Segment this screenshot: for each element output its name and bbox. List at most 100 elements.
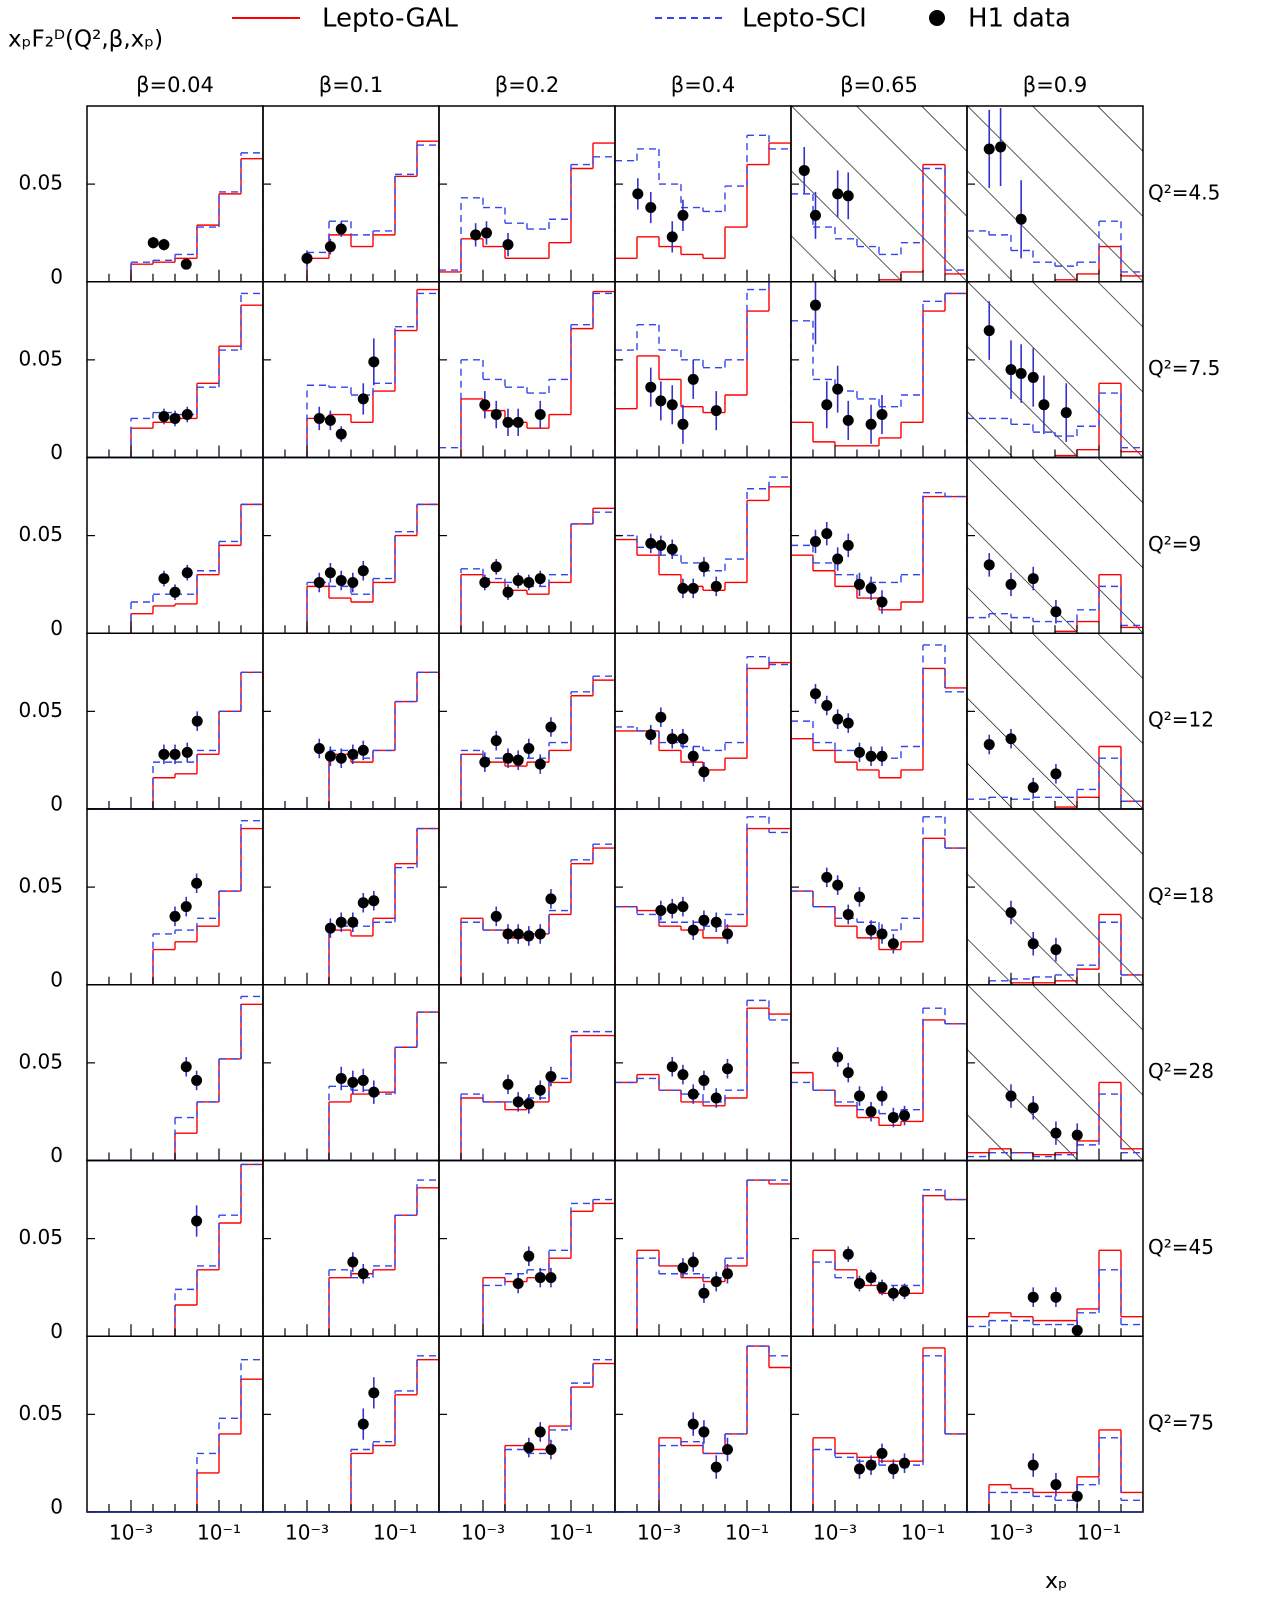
panel-frame — [262, 105, 440, 283]
data-point — [324, 922, 336, 934]
plot-area — [967, 1429, 1143, 1512]
y-tick-label: 0.05 — [18, 1225, 63, 1249]
data-point — [357, 1074, 369, 1086]
data-point — [169, 748, 181, 760]
data-point — [687, 1088, 699, 1100]
data-point — [1027, 1291, 1039, 1303]
panel-frame — [614, 456, 792, 634]
x-tick-label: 10⁻¹ — [725, 1521, 769, 1545]
data-point — [181, 409, 193, 421]
data-point — [169, 586, 181, 598]
panel — [262, 1159, 440, 1337]
data-point — [512, 1278, 524, 1290]
data-point — [853, 746, 865, 758]
data-point — [655, 395, 667, 407]
data-point — [368, 895, 380, 907]
x-tick-label: 10⁻³ — [109, 1521, 153, 1545]
data-point — [876, 409, 888, 421]
column-title: β=0.04 — [136, 73, 214, 97]
data-point — [853, 578, 865, 590]
data-point — [1050, 1127, 1062, 1139]
data-point — [357, 565, 369, 577]
panel — [966, 808, 1144, 986]
plot-area — [439, 843, 615, 985]
data-point — [347, 1256, 359, 1268]
data-point — [335, 575, 347, 587]
data-point — [335, 223, 347, 235]
plot-area — [87, 995, 263, 1161]
plot-area — [87, 152, 263, 282]
data-point — [832, 1051, 844, 1063]
panel — [438, 105, 616, 283]
legend-label: Lepto-SCI — [742, 4, 867, 34]
panel — [438, 281, 616, 459]
data-point — [512, 754, 524, 766]
panel — [790, 808, 968, 986]
data-point — [1071, 1129, 1083, 1141]
data-point — [191, 877, 203, 889]
plot-area — [615, 281, 791, 458]
plot-area — [615, 655, 791, 809]
data-point — [853, 1463, 865, 1475]
plot-area — [967, 728, 1143, 809]
data-point — [809, 535, 821, 547]
panel — [262, 984, 440, 1162]
column-title: β=0.9 — [1023, 73, 1087, 97]
data-point — [357, 1418, 369, 1430]
panel — [966, 984, 1144, 1162]
data-point — [545, 1071, 557, 1083]
data-point — [798, 164, 810, 176]
data-point — [1071, 1490, 1083, 1502]
data-point — [677, 209, 689, 221]
data-point — [335, 428, 347, 440]
data-point — [698, 914, 710, 926]
y-tick-label: 0 — [50, 440, 63, 464]
panel-frame — [262, 1159, 440, 1337]
panel — [614, 808, 792, 986]
data-point — [502, 928, 514, 940]
data-point — [876, 1447, 888, 1459]
y-tick-label: 0.05 — [18, 522, 63, 546]
data-point — [1027, 782, 1039, 794]
plot-area — [87, 1163, 263, 1337]
data-point — [842, 414, 854, 426]
panel-frame — [614, 1159, 792, 1337]
y-tick-label: 0 — [50, 616, 63, 640]
data-point — [666, 733, 678, 745]
panel-frame — [438, 105, 616, 283]
data-point — [502, 752, 514, 764]
data-point — [1005, 364, 1017, 376]
plot-area — [439, 1358, 615, 1512]
data-point — [677, 733, 689, 745]
data-point — [181, 567, 193, 579]
data-point — [645, 537, 657, 549]
data-point — [347, 1076, 359, 1088]
data-point — [545, 1272, 557, 1284]
data-point — [180, 901, 192, 913]
data-point — [832, 713, 844, 725]
data-point — [534, 758, 546, 770]
panel — [262, 281, 440, 459]
panel — [790, 984, 968, 1162]
plot-area — [87, 292, 263, 458]
data-point — [191, 1215, 203, 1227]
data-point — [313, 576, 325, 588]
data-point — [832, 383, 844, 395]
y-tick-label: 0.05 — [18, 874, 63, 898]
data-point — [710, 405, 722, 417]
y-axis-label: xₚF₂ᴰ(Q²,β,xₚ) — [8, 27, 163, 53]
data-point — [158, 239, 170, 251]
row-label: Q²=18 — [1148, 883, 1214, 907]
data-point — [368, 1387, 380, 1399]
plot-area — [967, 107, 1143, 282]
panel-frame — [790, 1159, 968, 1337]
data-point — [666, 399, 678, 411]
x-tick-label: 10⁻³ — [813, 1521, 857, 1545]
data-point — [865, 418, 877, 430]
data-point — [655, 905, 667, 917]
data-point — [876, 1281, 888, 1293]
panel-frame — [262, 984, 440, 1162]
panel — [614, 632, 792, 810]
data-point — [677, 1069, 689, 1081]
data-point — [1015, 213, 1027, 225]
